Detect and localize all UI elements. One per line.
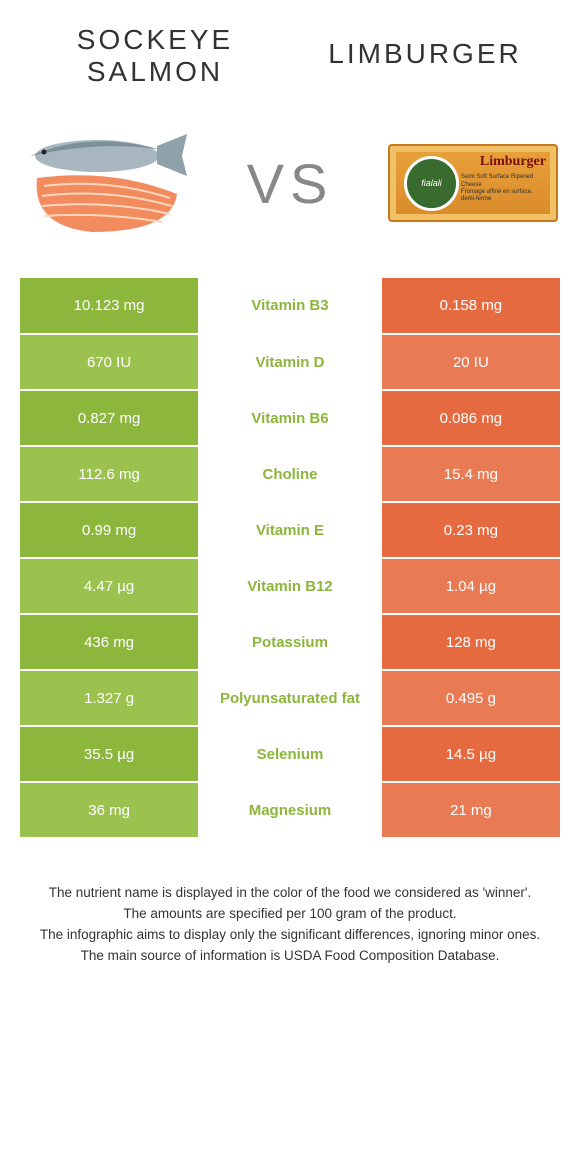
cheese-image: fialali Limburger Semi Soft Surface Ripe… [388,128,558,238]
nutrient-label-cell: Vitamin B12 [198,558,382,614]
footer-notes: The nutrient name is displayed in the co… [20,883,560,987]
table-row: 670 IUVitamin D20 IU [20,334,560,390]
table-row: 112.6 mgCholine15.4 mg [20,446,560,502]
nutrient-label-cell: Vitamin B6 [198,390,382,446]
left-value-cell: 436 mg [20,614,198,670]
right-value-cell: 14.5 µg [382,726,560,782]
images-row: VS fialali Limburger Semi Soft Surface R… [20,128,560,238]
right-value-cell: 15.4 mg [382,446,560,502]
footer-line-4: The main source of information is USDA F… [30,946,550,967]
right-value-cell: 20 IU [382,334,560,390]
right-value-cell: 0.23 mg [382,502,560,558]
cheese-name: Limburger [480,154,546,170]
left-value-cell: 4.47 µg [20,558,198,614]
footer-line-1: The nutrient name is displayed in the co… [30,883,550,904]
left-value-cell: 35.5 µg [20,726,198,782]
table-row: 4.47 µgVitamin B121.04 µg [20,558,560,614]
table-row: 36 mgMagnesium21 mg [20,782,560,838]
salmon-icon [22,128,192,238]
salmon-image [22,128,192,238]
nutrient-label-cell: Choline [198,446,382,502]
nutrient-label-cell: Vitamin D [198,334,382,390]
nutrient-label-cell: Vitamin B3 [198,278,382,334]
nutrient-label-cell: Potassium [198,614,382,670]
nutrient-label-cell: Vitamin E [198,502,382,558]
right-value-cell: 0.158 mg [382,278,560,334]
footer-line-3: The infographic aims to display only the… [30,925,550,946]
table-row: 0.99 mgVitamin E0.23 mg [20,502,560,558]
left-value-cell: 112.6 mg [20,446,198,502]
cheese-subtext: Semi Soft Surface Ripened CheeseFromage … [461,174,546,203]
table-row: 1.327 gPolyunsaturated fat0.495 g [20,670,560,726]
nutrient-label-cell: Polyunsaturated fat [198,670,382,726]
table-row: 10.123 mgVitamin B30.158 mg [20,278,560,334]
nutrient-label-cell: Magnesium [198,782,382,838]
left-value-cell: 10.123 mg [20,278,198,334]
vs-label: VS [247,151,334,216]
left-value-cell: 0.99 mg [20,502,198,558]
left-value-cell: 670 IU [20,334,198,390]
left-value-cell: 1.327 g [20,670,198,726]
nutrient-label-cell: Selenium [198,726,382,782]
right-value-cell: 0.086 mg [382,390,560,446]
table-row: 35.5 µgSelenium14.5 µg [20,726,560,782]
right-food-title: LIMBURGER [290,38,560,70]
cheese-box-icon: fialali Limburger Semi Soft Surface Ripe… [388,144,558,222]
cheese-brand-label: fialali [404,156,459,211]
left-value-cell: 0.827 mg [20,390,198,446]
footer-line-2: The amounts are specified per 100 gram o… [30,904,550,925]
left-value-cell: 36 mg [20,782,198,838]
right-value-cell: 21 mg [382,782,560,838]
left-food-title: SOCKEYE SALMON [20,24,290,88]
table-row: 436 mgPotassium128 mg [20,614,560,670]
header-row: SOCKEYE SALMON LIMBURGER [20,24,560,88]
right-value-cell: 1.04 µg [382,558,560,614]
comparison-table: 10.123 mgVitamin B30.158 mg670 IUVitamin… [20,278,560,839]
right-value-cell: 0.495 g [382,670,560,726]
right-value-cell: 128 mg [382,614,560,670]
table-row: 0.827 mgVitamin B60.086 mg [20,390,560,446]
